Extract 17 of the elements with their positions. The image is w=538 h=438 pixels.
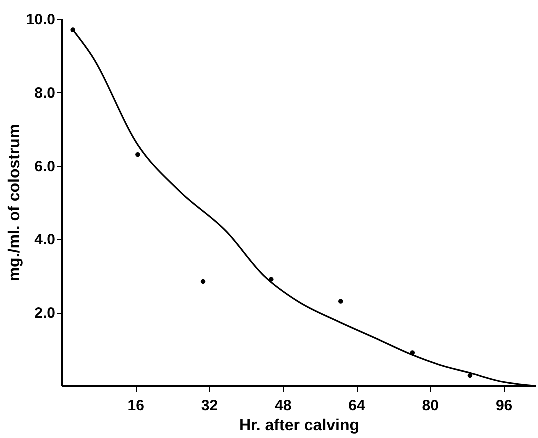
point [136, 152, 140, 158]
y-tick-label: 10.0 [26, 12, 56, 28]
x-axis-title: Hr. after calving [239, 418, 360, 434]
y-tick-label: 4.0 [34, 232, 56, 249]
x-tick-label: 16 [128, 398, 144, 414]
y-axis-title: mg./ml. of colostrum [6, 124, 24, 282]
x-tick-label: 48 [275, 398, 292, 414]
y-tick-label: 8.0 [34, 84, 56, 102]
y-tick-label: 6.0 [34, 158, 56, 176]
x-tick-label: 64 [348, 398, 366, 414]
y-tick-label: 2.0 [34, 305, 56, 322]
point [200, 279, 206, 284]
point [338, 299, 344, 304]
x-tick-label: 80 [422, 398, 439, 414]
point [468, 373, 473, 378]
x-tick-label: 96 [496, 398, 513, 414]
x-tick-label: 32 [201, 398, 218, 414]
